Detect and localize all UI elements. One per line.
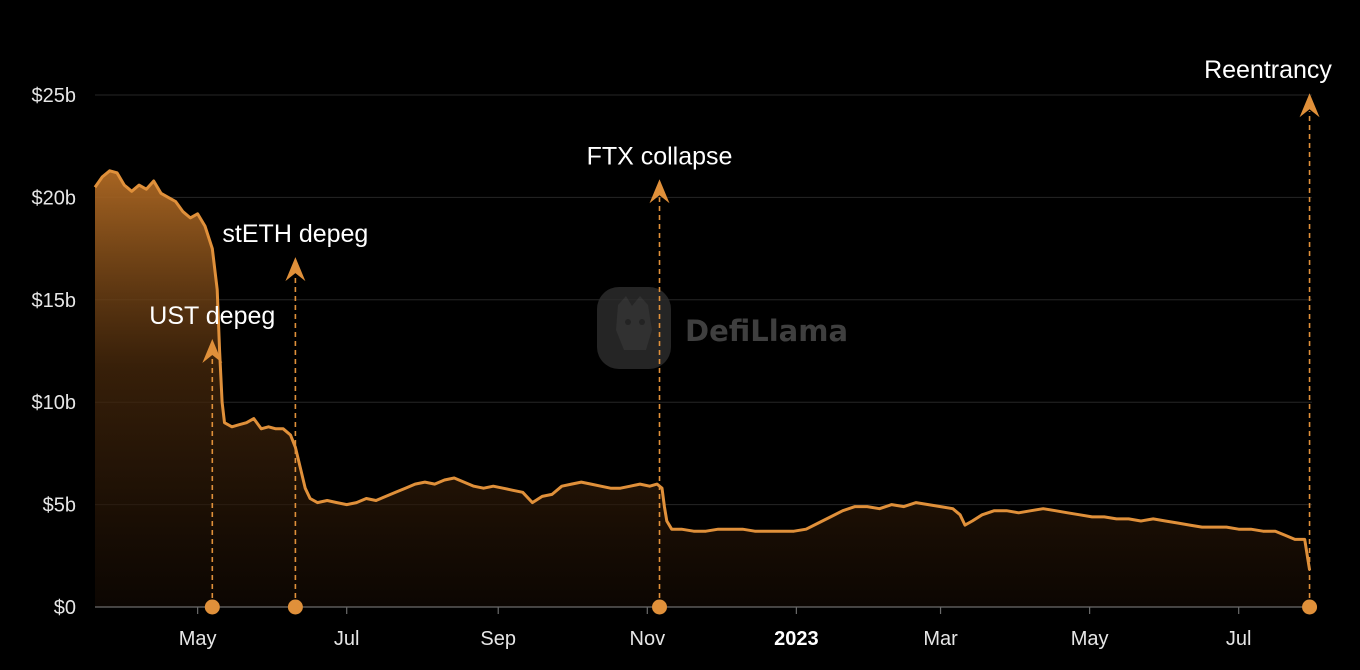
- annotation-marker: stETH depeg: [222, 220, 368, 615]
- annotation-dot: [1302, 599, 1318, 615]
- y-tick-label: $0: [54, 597, 76, 619]
- x-tick-label: May: [1071, 628, 1109, 650]
- annotation-dot: [204, 599, 220, 615]
- tvl-series-line: [93, 169, 1312, 571]
- x-tick-label: Mar: [923, 628, 958, 650]
- x-tick-label: Sep: [480, 628, 516, 650]
- x-tick-label: May: [179, 628, 217, 650]
- arrow-up-icon: [1299, 93, 1320, 118]
- annotation-label: UST depeg: [149, 302, 275, 330]
- watermark: DefiLlama: [597, 287, 848, 369]
- watermark-text: DefiLlama: [685, 314, 848, 348]
- x-tick-label: Nov: [630, 628, 666, 650]
- annotation-label: FTX collapse: [587, 142, 733, 170]
- y-tick-label: $25b: [32, 85, 77, 107]
- annotation-label: Reentrancy: [1204, 56, 1332, 84]
- llama-eye-icon: [639, 319, 645, 325]
- annotation-label: stETH depeg: [222, 220, 368, 248]
- x-axis: May Jul Sep Nov 2023 Mar May Jul: [179, 607, 1252, 650]
- llama-head-icon: [616, 296, 652, 350]
- x-tick-label: Jul: [1226, 628, 1252, 650]
- arrow-up-icon: [202, 339, 223, 363]
- grid-lines: [95, 94, 1312, 506]
- annotation-dot: [652, 599, 668, 615]
- x-tick-label: Jul: [334, 628, 360, 650]
- annotation-dot: [287, 599, 303, 615]
- y-tick-label: $5b: [43, 495, 76, 517]
- annotation-marker: Reentrancy: [1204, 56, 1332, 615]
- tvl-area: [95, 170, 1310, 608]
- arrow-up-icon: [285, 257, 306, 282]
- y-tick-label: $10b: [32, 392, 77, 414]
- y-tick-label: $15b: [32, 290, 77, 312]
- annotation-marker: FTX collapse: [587, 142, 733, 615]
- llama-eye-icon: [625, 319, 631, 325]
- annotations: UST depeg stETH depeg FTX collapse Reentran…: [149, 56, 1332, 615]
- y-tick-label: $20b: [32, 187, 77, 209]
- x-tick-label: 2023: [774, 628, 819, 650]
- arrow-up-icon: [649, 179, 670, 204]
- annotation-marker: UST depeg: [149, 302, 275, 615]
- y-axis: $0 $5b $10b $15b $20b $25b: [32, 85, 77, 619]
